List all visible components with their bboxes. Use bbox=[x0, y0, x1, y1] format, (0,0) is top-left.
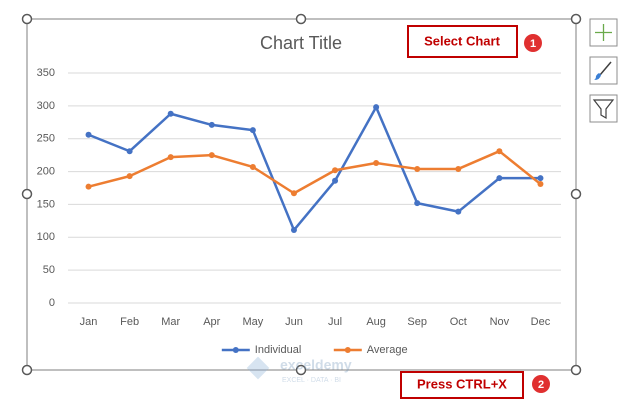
data-point bbox=[249, 163, 256, 170]
chart-title: Chart Title bbox=[260, 33, 342, 53]
callout-text: Press CTRL+X bbox=[417, 376, 507, 391]
data-point bbox=[373, 104, 380, 111]
x-tick-label: Jun bbox=[285, 316, 303, 328]
step-number: 1 bbox=[530, 38, 536, 50]
chart-frame[interactable] bbox=[26, 18, 577, 371]
y-tick-label: 250 bbox=[37, 133, 55, 145]
data-point bbox=[167, 110, 174, 117]
data-point bbox=[496, 175, 503, 182]
x-tick-label: May bbox=[242, 316, 263, 328]
data-point bbox=[455, 208, 462, 215]
callout-1: Select Chart 1 bbox=[407, 25, 542, 58]
x-tick-label: Nov bbox=[490, 316, 510, 328]
callout-text: Select Chart bbox=[424, 33, 501, 48]
data-point bbox=[537, 175, 544, 182]
resize-handles[interactable] bbox=[21, 13, 582, 376]
data-point bbox=[85, 131, 92, 138]
data-point bbox=[373, 160, 380, 167]
data-point bbox=[85, 183, 92, 190]
x-tick-label: Oct bbox=[450, 316, 467, 328]
y-tick-label: 350 bbox=[37, 67, 55, 79]
data-point bbox=[290, 227, 297, 234]
y-tick-label: 0 bbox=[49, 297, 55, 309]
watermark-tagline: EXCEL · DATA · BI bbox=[282, 377, 341, 384]
data-point bbox=[208, 121, 215, 128]
data-point bbox=[290, 190, 297, 197]
x-tick-label: Dec bbox=[531, 316, 551, 328]
data-point bbox=[496, 148, 503, 155]
legend-label: Average bbox=[367, 344, 408, 356]
callout-2: Press CTRL+X 2 bbox=[400, 371, 550, 399]
data-point bbox=[414, 165, 421, 172]
x-tick-label: Aug bbox=[366, 316, 386, 328]
y-tick-label: 300 bbox=[37, 100, 55, 112]
data-point bbox=[414, 200, 421, 207]
chart-tools[interactable] bbox=[589, 18, 618, 123]
x-tick-label: Apr bbox=[203, 316, 220, 328]
legend-marker bbox=[344, 347, 351, 353]
data-point bbox=[126, 173, 133, 180]
x-tick-label: Jul bbox=[328, 316, 342, 328]
data-point bbox=[332, 167, 339, 174]
data-point bbox=[537, 181, 544, 188]
x-tick-label: Mar bbox=[161, 316, 180, 328]
data-point bbox=[455, 165, 462, 172]
x-tick-label: Sep bbox=[407, 316, 427, 328]
step-number: 2 bbox=[538, 379, 544, 391]
x-tick-label: Feb bbox=[120, 316, 139, 328]
y-tick-label: 50 bbox=[43, 264, 55, 276]
legend-marker bbox=[232, 347, 239, 353]
series-line bbox=[88, 105, 541, 232]
plot-area: 0 50 100 150 200 250 300 350 Jan Feb Mar Apr May Jun J… bbox=[37, 67, 561, 356]
data-point bbox=[249, 127, 256, 134]
data-point bbox=[332, 177, 339, 184]
data-point bbox=[208, 152, 215, 159]
watermark-brand: exceldemy bbox=[280, 357, 352, 373]
y-tick-label: 100 bbox=[37, 231, 55, 243]
y-tick-label: 150 bbox=[37, 198, 55, 210]
y-tick-label: 200 bbox=[37, 165, 55, 177]
x-tick-label: Jan bbox=[80, 316, 98, 328]
legend-label: Individual bbox=[255, 344, 301, 356]
series-line bbox=[88, 149, 542, 195]
data-point bbox=[126, 148, 133, 155]
data-point bbox=[167, 154, 174, 161]
